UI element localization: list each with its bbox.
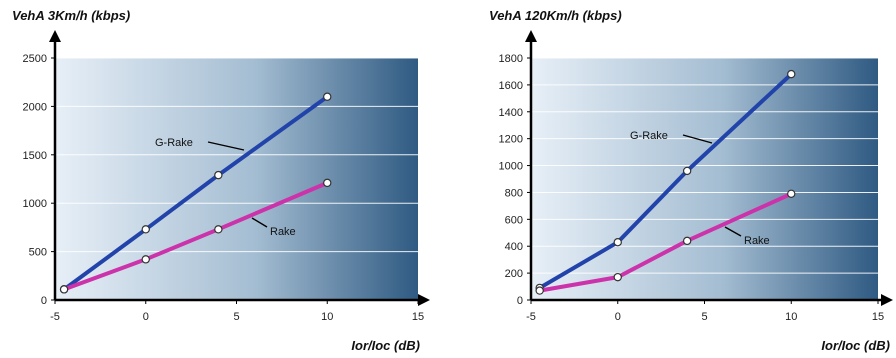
x-tick-label: 15 bbox=[412, 311, 424, 323]
y-tick-label: 1600 bbox=[499, 80, 523, 92]
data-point-g-rake bbox=[323, 92, 332, 101]
data-point-rake bbox=[682, 236, 692, 246]
data-point-g-rake bbox=[682, 166, 692, 176]
y-tick-label: 2500 bbox=[23, 53, 47, 65]
y-tick-label: 200 bbox=[505, 268, 523, 280]
series-label-rake: Rake bbox=[270, 226, 296, 238]
y-tick-label: 600 bbox=[505, 214, 523, 226]
y-tick-label: 1000 bbox=[23, 198, 47, 210]
series-label-leader bbox=[251, 217, 268, 228]
data-point-rake bbox=[323, 178, 332, 188]
x-tick-label: 10 bbox=[785, 311, 797, 323]
series-label-g-rake: G-Rake bbox=[155, 137, 193, 149]
data-point-rake bbox=[141, 255, 150, 264]
data-point-g-rake bbox=[214, 170, 223, 180]
data-point-g-rake bbox=[613, 237, 622, 247]
plot-area bbox=[55, 58, 418, 300]
series-label-leader bbox=[724, 226, 742, 237]
x-axis-arrow-icon bbox=[881, 294, 893, 306]
x-axis-title: Ior/Ioc (dB) bbox=[821, 338, 890, 353]
x-tick-label: 5 bbox=[701, 311, 707, 323]
y-tick-label: 1800 bbox=[499, 53, 523, 65]
data-point-rake bbox=[59, 285, 69, 294]
data-point-g-rake bbox=[787, 69, 796, 79]
x-tick-label: 5 bbox=[233, 311, 239, 323]
series-line-rake bbox=[62, 180, 330, 292]
y-tick-label: 1200 bbox=[499, 134, 523, 146]
x-tick-label: 10 bbox=[321, 311, 333, 323]
x-tick-label: 15 bbox=[872, 311, 884, 323]
y-tick-label: 1500 bbox=[23, 150, 47, 162]
y-axis-title: VehA 120Km/h (kbps) bbox=[489, 8, 622, 23]
series-line-rake bbox=[537, 191, 794, 293]
series-line-g-rake bbox=[537, 72, 794, 290]
y-axis-arrow-icon bbox=[525, 30, 537, 42]
data-point-rake bbox=[214, 225, 223, 234]
x-tick-label: -5 bbox=[50, 311, 60, 323]
y-tick-label: 2000 bbox=[23, 101, 47, 113]
series-line-g-rake bbox=[62, 94, 330, 292]
y-tick-label: 500 bbox=[29, 247, 47, 259]
y-tick-label: 0 bbox=[517, 295, 523, 307]
y-axis-title: VehA 3Km/h (kbps) bbox=[12, 8, 130, 23]
y-tick-label: 800 bbox=[505, 187, 523, 199]
y-tick-label: 0 bbox=[41, 295, 47, 307]
series-label-leader bbox=[207, 141, 245, 151]
x-tick-label: 0 bbox=[615, 311, 621, 323]
data-point-rake bbox=[535, 286, 544, 295]
y-tick-label: 400 bbox=[505, 241, 523, 253]
y-tick-label: 1000 bbox=[499, 161, 523, 173]
y-tick-label: 1400 bbox=[499, 107, 523, 119]
data-point-g-rake bbox=[141, 225, 150, 234]
x-tick-label: -5 bbox=[526, 311, 536, 323]
series-label-leader bbox=[682, 134, 713, 144]
data-point-rake bbox=[613, 272, 622, 282]
series-label-g-rake: G-Rake bbox=[630, 130, 668, 142]
y-axis-arrow-icon bbox=[49, 30, 61, 42]
series-label-rake: Rake bbox=[744, 235, 770, 247]
x-tick-label: 0 bbox=[143, 311, 149, 323]
x-axis-arrow-icon bbox=[418, 294, 430, 306]
data-point-rake bbox=[787, 189, 796, 198]
x-axis-title: Ior/Ioc (dB) bbox=[351, 338, 420, 353]
